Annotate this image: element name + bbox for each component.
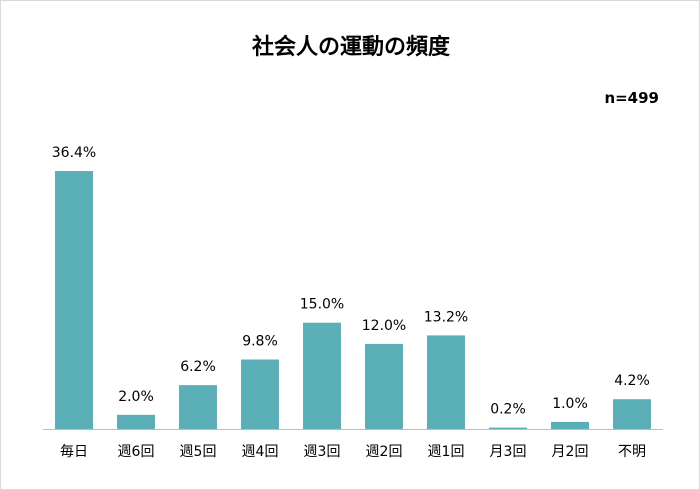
- category-label-1: 毎日: [60, 444, 88, 460]
- bar-1: [55, 171, 93, 429]
- category-label-8: 月3回: [490, 444, 527, 460]
- category-label-10: 不明: [618, 444, 646, 460]
- category-label-5: 週3回: [304, 444, 341, 460]
- category-label-3: 週5回: [180, 444, 217, 460]
- data-label-2: 2.0%: [118, 389, 154, 405]
- data-label-10: 4.2%: [614, 373, 650, 389]
- data-label-8: 0.2%: [490, 402, 526, 418]
- bar-6: [365, 343, 403, 429]
- data-label-7: 13.2%: [424, 309, 468, 325]
- data-label-5: 15.0%: [300, 297, 344, 313]
- bar-3: [179, 385, 217, 429]
- data-label-3: 6.2%: [180, 359, 216, 375]
- category-label-2: 週6回: [118, 444, 155, 460]
- sample-size-note: n=499: [604, 89, 659, 107]
- category-label-4: 週4回: [242, 444, 279, 460]
- bar-9: [551, 421, 589, 429]
- bar-8: [489, 427, 527, 429]
- category-label-9: 月2回: [552, 444, 589, 460]
- data-label-6: 12.0%: [362, 318, 406, 334]
- bar-10: [613, 399, 651, 429]
- category-label-7: 週1回: [428, 444, 465, 460]
- bar-5: [303, 322, 341, 429]
- bar-2: [117, 414, 155, 429]
- bar-4: [241, 359, 279, 429]
- data-label-9: 1.0%: [552, 396, 588, 412]
- category-label-6: 週2回: [366, 444, 403, 460]
- data-label-1: 36.4%: [52, 145, 96, 161]
- chart-title: 社会人の運動の頻度: [251, 35, 450, 60]
- data-label-4: 9.8%: [242, 334, 278, 350]
- bar-7: [427, 335, 465, 429]
